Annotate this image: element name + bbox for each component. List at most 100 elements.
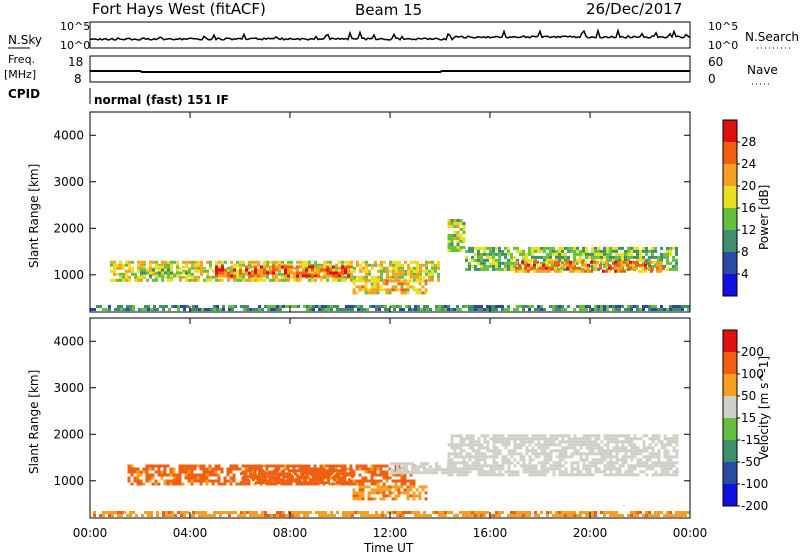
power-cell bbox=[170, 263, 173, 267]
velocity-cell bbox=[459, 473, 463, 477]
velocity-cell bbox=[483, 446, 487, 450]
power-cell bbox=[347, 263, 350, 267]
velocity-cell bbox=[345, 514, 348, 517]
power-cell bbox=[123, 308, 126, 311]
velocity-cell bbox=[175, 473, 179, 477]
power-cell bbox=[408, 305, 411, 308]
velocity-cell bbox=[330, 469, 333, 473]
velocity-cell bbox=[426, 514, 429, 517]
power-cell bbox=[638, 269, 641, 273]
velocity-cell bbox=[249, 472, 252, 476]
power-cell bbox=[447, 225, 451, 228]
power-cell bbox=[102, 308, 105, 311]
power-cell bbox=[419, 266, 422, 270]
power-cell bbox=[122, 275, 125, 279]
power-cell bbox=[515, 266, 518, 270]
power-cell bbox=[404, 260, 407, 264]
power-cell bbox=[486, 255, 489, 259]
velocity-cell bbox=[516, 473, 520, 477]
power-cell bbox=[474, 264, 477, 268]
velocity-cell bbox=[675, 455, 679, 459]
velocity-cell bbox=[612, 455, 616, 459]
power-cell bbox=[164, 271, 167, 275]
velocity-cell bbox=[588, 449, 592, 453]
velocity-cell bbox=[154, 479, 158, 483]
power-cell bbox=[132, 308, 135, 311]
velocity-cell bbox=[258, 514, 261, 517]
velocity-cell bbox=[573, 473, 577, 477]
power-cell bbox=[582, 246, 585, 250]
power-cell bbox=[641, 263, 644, 267]
velocity-cell bbox=[522, 467, 526, 471]
velocity-cell bbox=[489, 473, 493, 477]
power-cell bbox=[269, 260, 272, 264]
power-cell bbox=[134, 272, 137, 276]
noise-trace bbox=[89, 28, 691, 41]
velocity-cell bbox=[543, 446, 547, 450]
velocity-cell bbox=[358, 482, 362, 486]
power-cell bbox=[560, 263, 563, 267]
velocity-cell bbox=[423, 511, 426, 514]
velocity-cell bbox=[370, 470, 374, 474]
power-cell bbox=[129, 308, 132, 311]
velocity-cell bbox=[471, 461, 475, 465]
velocity-cell bbox=[663, 443, 667, 447]
power-cell bbox=[489, 255, 492, 259]
velocity-cell bbox=[678, 514, 681, 517]
velocity-cell bbox=[306, 514, 309, 517]
power-cell bbox=[257, 274, 260, 278]
velocity-cell bbox=[501, 458, 505, 462]
power-cell bbox=[273, 308, 276, 311]
velocity-cell bbox=[585, 437, 589, 441]
velocity-cell bbox=[243, 511, 246, 514]
power-cell bbox=[302, 274, 305, 278]
velocity-cell bbox=[504, 455, 508, 459]
power-cell bbox=[272, 265, 275, 269]
power-cell bbox=[382, 279, 386, 283]
site-title: Fort Hays West (fitACF) bbox=[92, 0, 266, 18]
velocity-cell bbox=[564, 511, 567, 514]
velocity-cell bbox=[618, 446, 622, 450]
power-cell bbox=[117, 305, 120, 308]
power-cell bbox=[578, 260, 581, 264]
power-cell bbox=[308, 278, 311, 282]
power-cell bbox=[191, 272, 194, 276]
velocity-cell bbox=[507, 473, 511, 477]
velocity-cell bbox=[663, 452, 667, 456]
velocity-cell bbox=[232, 464, 236, 468]
power-cell bbox=[119, 266, 122, 270]
power-cell bbox=[585, 305, 588, 308]
power-cell bbox=[364, 288, 368, 292]
velocity-cell bbox=[495, 449, 499, 453]
power-cell bbox=[489, 246, 492, 250]
power-cell bbox=[612, 308, 615, 311]
velocity-cell bbox=[627, 514, 630, 517]
velocity-cell bbox=[399, 511, 402, 514]
power-cell bbox=[376, 288, 380, 292]
power-cell bbox=[465, 258, 468, 262]
velocity-cell bbox=[322, 467, 326, 471]
power-cell bbox=[662, 266, 665, 270]
power-cell bbox=[639, 258, 642, 262]
velocity-cell bbox=[190, 479, 194, 483]
velocity-cell bbox=[546, 446, 550, 450]
velocity-cell bbox=[624, 473, 628, 477]
power-cell bbox=[456, 237, 460, 240]
velocity-cell bbox=[513, 437, 517, 441]
colorbar-swatch bbox=[723, 230, 737, 252]
power-cell bbox=[545, 266, 548, 270]
velocity-cell bbox=[288, 472, 291, 476]
power-cell bbox=[630, 305, 633, 308]
power-cell bbox=[424, 282, 428, 286]
velocity-cell bbox=[618, 470, 622, 474]
power-cell bbox=[388, 279, 392, 283]
velocity-cell bbox=[663, 470, 667, 474]
velocity-cell bbox=[282, 511, 285, 514]
power-cell bbox=[539, 266, 542, 270]
power-cell bbox=[415, 288, 419, 292]
velocity-cell bbox=[351, 472, 354, 476]
power-cell bbox=[332, 274, 335, 278]
velocity-cell bbox=[282, 475, 285, 479]
power-cell bbox=[639, 255, 642, 259]
